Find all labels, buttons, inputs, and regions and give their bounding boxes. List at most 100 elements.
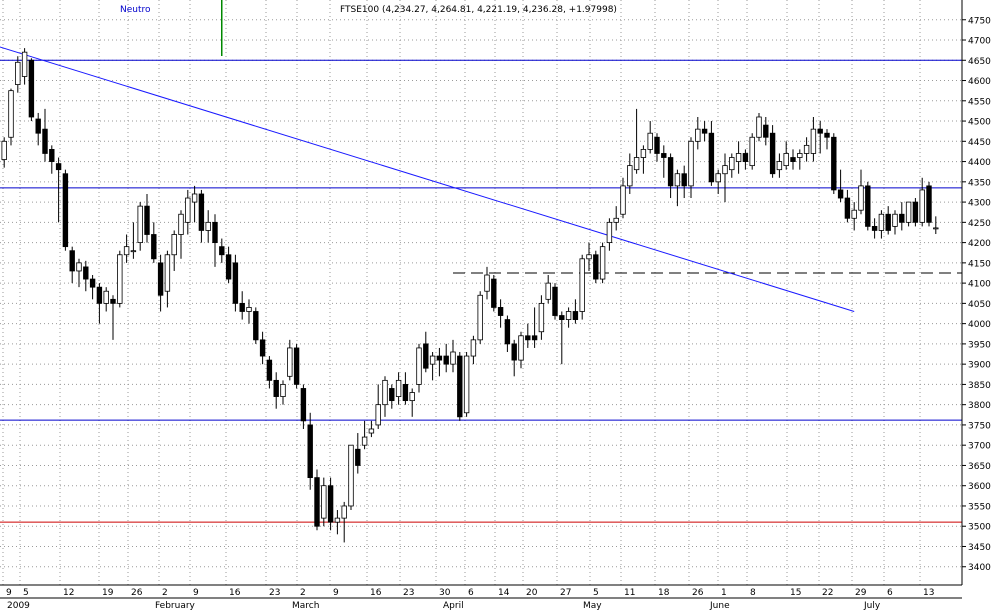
x-tick-label: 15 <box>790 588 801 598</box>
candle-body <box>178 213 184 235</box>
y-tick-label: 3600 <box>968 482 991 492</box>
candle-body <box>382 379 388 406</box>
candle-body <box>803 144 810 154</box>
candle-body <box>817 128 823 134</box>
candle-body <box>191 193 198 203</box>
candle-body <box>137 205 143 244</box>
candle-body <box>667 157 674 187</box>
trendline <box>0 46 855 312</box>
candles <box>1 48 939 543</box>
x-tick-label: 29 <box>855 588 867 598</box>
y-tick-label: 3800 <box>968 401 991 411</box>
candle-body <box>334 517 341 523</box>
y-tick-label: 4500 <box>968 118 991 128</box>
candle-body <box>627 165 633 187</box>
y-tick-label: 3750 <box>968 421 991 431</box>
x-tick-label: 5 <box>23 588 29 598</box>
x-tick-label: 12 <box>63 588 74 598</box>
x-tick-label: 5 <box>593 588 599 598</box>
candle-body <box>239 302 245 312</box>
candle-body <box>865 185 871 227</box>
x-tick-label: 8 <box>750 588 756 598</box>
y-tick-label: 4600 <box>968 77 991 87</box>
candle-body <box>742 153 749 162</box>
candle-body <box>579 258 585 312</box>
y-tick-label: 3700 <box>968 442 991 452</box>
candle-body <box>28 59 35 118</box>
candle-body <box>525 335 531 341</box>
candle-body <box>157 262 164 296</box>
x-tick-label: 16 <box>229 588 241 598</box>
candle-body <box>395 379 402 397</box>
candle-body <box>49 149 55 162</box>
y-tick-label: 4100 <box>968 280 991 290</box>
candle-body <box>477 294 483 341</box>
month-label: April <box>443 601 464 610</box>
candle-body <box>423 343 429 369</box>
x-tick-label: 30 <box>439 588 451 598</box>
candle-body <box>851 209 857 219</box>
y-tick-label: 4400 <box>968 158 991 168</box>
candle-body <box>511 343 517 361</box>
candle-body <box>205 221 211 231</box>
grid-layer <box>0 0 962 585</box>
candle-body <box>219 246 225 256</box>
candle-body <box>89 278 96 288</box>
x-tick-label: 2 <box>162 588 168 598</box>
candle-body <box>171 234 177 256</box>
y-tick-label: 4050 <box>968 300 991 310</box>
y-tick-label: 4200 <box>968 239 991 249</box>
candle-body <box>151 234 157 260</box>
candle-body <box>416 347 422 385</box>
candle-body <box>314 477 320 527</box>
candle-body <box>300 388 307 422</box>
candle-body <box>640 149 647 158</box>
x-tick-label: 19 <box>102 588 114 598</box>
candle-body <box>871 225 878 231</box>
candle-body <box>280 384 286 397</box>
y-tick-label: 4450 <box>968 138 991 148</box>
y-tick-label: 3400 <box>968 563 991 573</box>
candle-body <box>518 335 524 361</box>
candle-body <box>348 444 354 507</box>
candle-body <box>497 307 504 316</box>
candle-body <box>599 246 606 280</box>
x-tick-label: 18 <box>658 588 670 598</box>
x-tick-label: 26 <box>131 588 143 598</box>
candle-body <box>15 61 21 85</box>
candle-body <box>606 221 613 244</box>
y-tick-label: 3650 <box>968 462 991 472</box>
candle-body <box>123 246 130 256</box>
candle-body <box>674 173 681 187</box>
candle-body <box>436 355 443 361</box>
candle-body <box>375 404 381 426</box>
y-tick-label: 4350 <box>968 178 991 188</box>
candle-body <box>559 315 565 320</box>
candle-body <box>21 51 28 77</box>
candle-body <box>586 254 592 260</box>
candle-body <box>722 165 728 175</box>
candle-body <box>185 197 191 223</box>
candle-body <box>232 262 239 304</box>
candle-body <box>42 128 48 154</box>
x-tick-label: 9 <box>333 588 339 598</box>
y-tick-label: 4650 <box>968 57 991 67</box>
x-tick-label: 1 <box>721 588 727 598</box>
candle-body <box>790 157 796 162</box>
candle-body <box>470 339 477 357</box>
y-tick-label: 4150 <box>968 259 991 269</box>
candle-body <box>810 128 817 154</box>
y-tick-label: 3900 <box>968 361 991 371</box>
candle-body <box>769 132 776 175</box>
candle-body <box>729 157 735 171</box>
candle-body <box>76 262 82 272</box>
candle-body <box>327 485 334 523</box>
candle-body <box>831 136 837 191</box>
candle-body <box>538 302 545 333</box>
x-tick-label: 11 <box>624 588 635 598</box>
chart-title: FTSE100 (4,234.27, 4,264.81, 4,221.19, 4… <box>340 5 617 15</box>
reference-lines <box>0 46 962 523</box>
candle-body <box>83 266 89 280</box>
y-tick-label: 3950 <box>968 340 991 350</box>
